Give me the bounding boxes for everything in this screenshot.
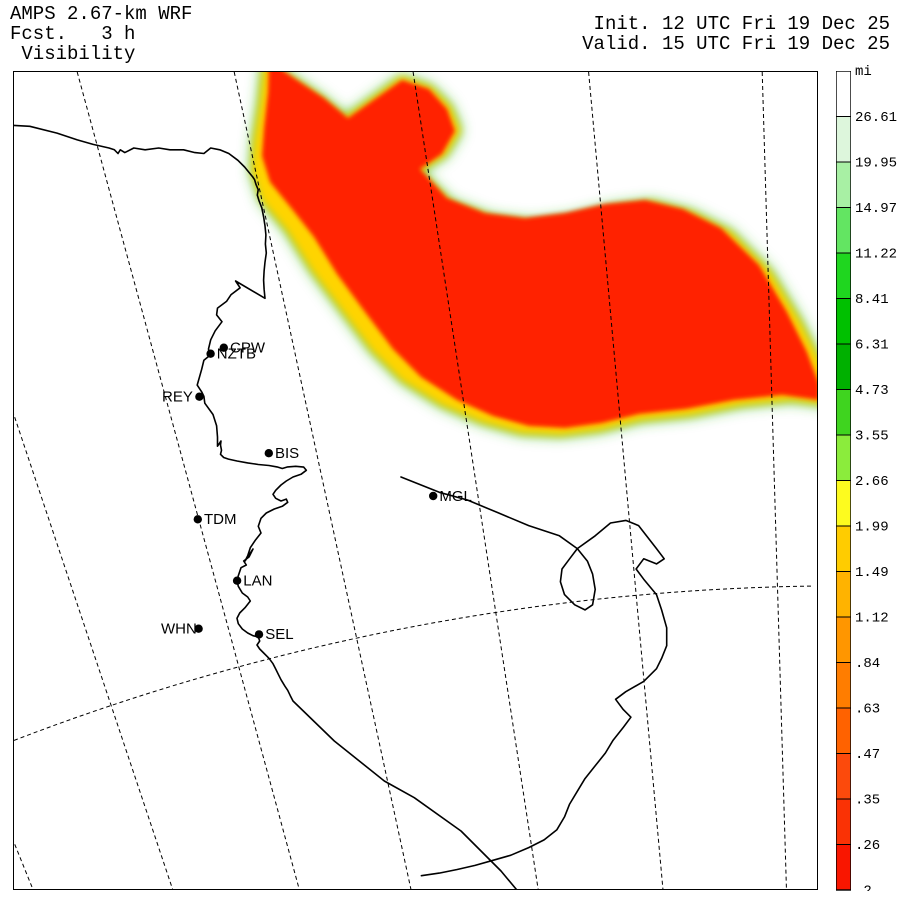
- svg-text:.47: .47: [855, 747, 880, 763]
- svg-text:TDM: TDM: [204, 511, 237, 528]
- svg-text:.84: .84: [855, 656, 880, 672]
- svg-text:1.49: 1.49: [855, 565, 889, 581]
- svg-text:WHN: WHN: [161, 621, 197, 638]
- svg-text:4.73: 4.73: [855, 383, 889, 399]
- svg-text:8.41: 8.41: [855, 292, 889, 308]
- svg-text:NZTB: NZTB: [217, 346, 256, 363]
- svg-text:2.66: 2.66: [855, 474, 889, 490]
- svg-text:1.99: 1.99: [855, 520, 889, 536]
- svg-text:26.61: 26.61: [855, 110, 897, 126]
- svg-text:LAN: LAN: [243, 573, 272, 590]
- svg-text:1.12: 1.12: [855, 611, 889, 627]
- svg-text:.35: .35: [855, 793, 880, 809]
- svg-text:SEL: SEL: [265, 626, 293, 643]
- svg-text:.63: .63: [855, 702, 880, 718]
- svg-text:6.31: 6.31: [855, 338, 889, 354]
- svg-text:14.97: 14.97: [855, 201, 897, 217]
- svg-text:REY: REY: [162, 389, 193, 406]
- svg-text:.26: .26: [855, 838, 880, 854]
- svg-text:19.95: 19.95: [855, 156, 897, 172]
- svg-text:MGL: MGL: [439, 488, 472, 505]
- svg-text:.2: .2: [855, 884, 872, 892]
- svg-text:11.22: 11.22: [855, 247, 897, 263]
- svg-text:BIS: BIS: [275, 445, 299, 462]
- svg-text:3.55: 3.55: [855, 429, 889, 445]
